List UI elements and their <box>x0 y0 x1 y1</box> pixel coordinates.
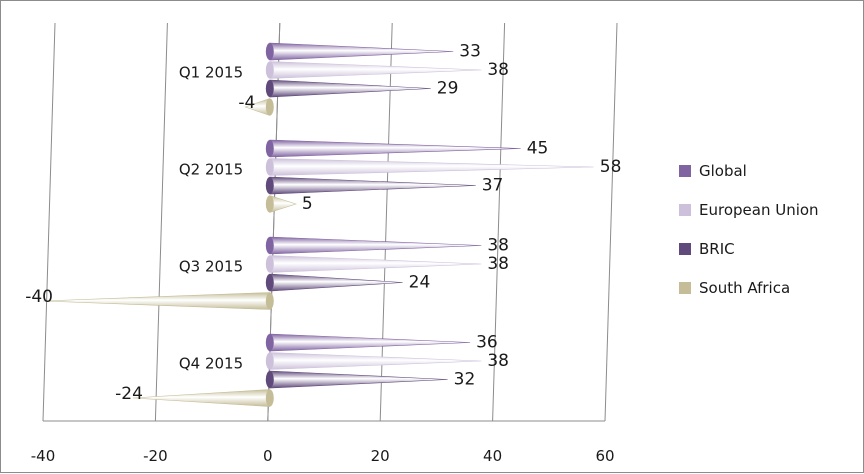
bar-base <box>265 80 274 97</box>
bar-base <box>265 371 274 388</box>
bar-base <box>265 389 274 407</box>
legend-label-bric: BRIC <box>699 240 735 258</box>
data-label: 36 <box>476 333 498 353</box>
legend-item-south-africa: South Africa <box>679 278 859 298</box>
data-label: 29 <box>437 79 459 99</box>
data-label: 37 <box>482 176 504 196</box>
data-label: -4 <box>238 93 255 113</box>
bar-european-union <box>269 352 482 370</box>
bar-base <box>265 292 274 310</box>
x-tick-label: 40 <box>483 447 502 465</box>
bar-base <box>265 43 274 60</box>
gridline-40 <box>492 22 506 422</box>
x-tick-label: 60 <box>595 447 614 465</box>
legend-item-global: Global <box>679 161 859 181</box>
category-label: Q4 2015 <box>179 355 243 373</box>
data-label: 38 <box>487 351 509 371</box>
bar-global <box>269 236 482 255</box>
data-label: 32 <box>454 370 476 390</box>
data-label: -24 <box>115 384 143 404</box>
bar-base <box>265 158 274 176</box>
bar-global <box>269 42 454 61</box>
bar-south-africa <box>42 292 271 310</box>
data-label: 45 <box>527 139 549 159</box>
legend-label-south-africa: South Africa <box>699 279 791 297</box>
x-tick-label: 20 <box>371 447 390 465</box>
bar-layer <box>42 42 594 407</box>
bar-base <box>265 140 274 157</box>
data-label: 38 <box>487 254 509 274</box>
bar-base <box>265 61 274 79</box>
category-label: Q1 2015 <box>179 64 243 82</box>
legend-item-bric: BRIC <box>679 239 859 259</box>
legend-swatch-bric <box>679 243 691 255</box>
legend-label-global: Global <box>699 162 747 180</box>
legend-swatch-south-africa <box>679 282 691 294</box>
bar-base <box>265 274 274 291</box>
x-tick-label: -40 <box>31 447 56 465</box>
gridline-60 <box>604 22 618 422</box>
bar-european-union <box>269 158 594 176</box>
legend-swatch-global <box>679 165 691 177</box>
legend-swatch-european-union <box>679 204 691 216</box>
data-label: 58 <box>600 157 622 177</box>
bar-bric <box>269 79 431 98</box>
bar-european-union <box>269 61 482 79</box>
bar-global <box>269 139 521 158</box>
bar-base <box>265 98 274 116</box>
legend-label-european-union: European Union <box>699 201 819 219</box>
gridline--40 <box>42 22 56 422</box>
legend: Global European Union BRIC South Africa <box>679 161 859 317</box>
bar-base <box>265 237 274 254</box>
x-tick-label: 0 <box>263 447 273 465</box>
bar-base <box>265 334 274 351</box>
x-tick-label: -20 <box>143 447 168 465</box>
bar-bric <box>269 273 403 292</box>
bar-global <box>269 333 471 352</box>
data-label: 33 <box>459 42 481 62</box>
data-label: 38 <box>487 236 509 256</box>
bar-base <box>265 195 274 213</box>
data-label: 38 <box>487 60 509 80</box>
data-label: -40 <box>25 287 53 307</box>
bar-bric <box>269 370 448 389</box>
bar-south-africa <box>132 389 271 407</box>
bar-base <box>265 255 274 273</box>
category-label: Q2 2015 <box>179 161 243 179</box>
legend-item-european-union: European Union <box>679 200 859 220</box>
bar-base <box>265 352 274 370</box>
category-label: Q3 2015 <box>179 258 243 276</box>
data-label: 5 <box>302 194 313 214</box>
bar-european-union <box>269 255 482 273</box>
gridline--20 <box>154 22 168 422</box>
bar-bric <box>269 176 476 195</box>
data-label: 24 <box>409 273 431 293</box>
bar-base <box>265 177 274 194</box>
